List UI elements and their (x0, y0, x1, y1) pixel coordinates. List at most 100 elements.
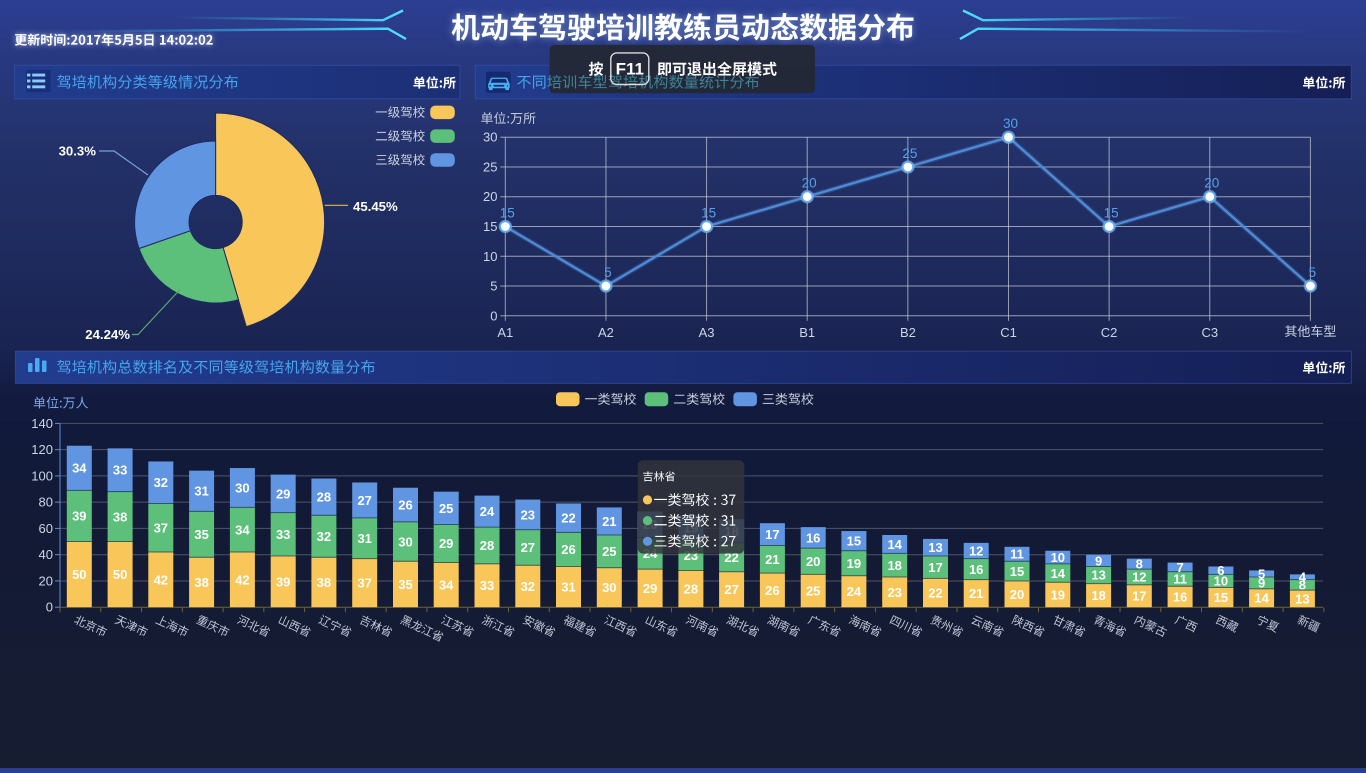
svg-text:29: 29 (643, 581, 657, 596)
svg-text:4: 4 (1299, 570, 1307, 585)
svg-text:38: 38 (194, 575, 208, 590)
svg-text:100: 100 (31, 468, 53, 483)
svg-text:35: 35 (194, 527, 208, 542)
svg-text:22: 22 (724, 550, 738, 565)
svg-text:C3: C3 (1201, 325, 1218, 340)
svg-text:15: 15 (483, 219, 497, 234)
svg-text:14: 14 (1254, 591, 1269, 606)
svg-text:39: 39 (72, 509, 86, 524)
svg-text:14: 14 (1051, 566, 1066, 581)
svg-text:18: 18 (887, 558, 901, 573)
svg-text:24: 24 (847, 584, 862, 599)
svg-text:60: 60 (39, 521, 53, 536)
svg-text:8: 8 (1136, 557, 1143, 572)
svg-text:39: 39 (276, 574, 290, 589)
svg-text:A3: A3 (699, 325, 715, 340)
svg-text:40: 40 (39, 547, 53, 562)
svg-text:19: 19 (1051, 587, 1065, 602)
svg-text:20: 20 (802, 176, 817, 191)
svg-text:37: 37 (357, 576, 371, 591)
svg-text:17: 17 (1132, 589, 1146, 604)
svg-text:30: 30 (1003, 116, 1018, 131)
svg-text:20: 20 (806, 554, 820, 569)
svg-text:21: 21 (969, 586, 983, 601)
svg-text:21: 21 (765, 552, 779, 567)
svg-text:34: 34 (235, 522, 250, 537)
svg-text:20: 20 (483, 189, 497, 204)
svg-text:9: 9 (1095, 553, 1102, 568)
svg-text:13: 13 (1091, 568, 1105, 583)
svg-text:35: 35 (398, 577, 412, 592)
svg-text:25: 25 (806, 584, 820, 599)
svg-text:10: 10 (1214, 574, 1228, 589)
svg-text:26: 26 (561, 542, 575, 557)
svg-text:5: 5 (1258, 566, 1265, 581)
svg-text:50: 50 (72, 567, 86, 582)
svg-text:22: 22 (928, 586, 942, 601)
svg-text:15: 15 (847, 534, 861, 549)
svg-text:5: 5 (490, 279, 497, 294)
svg-text:31: 31 (194, 484, 208, 499)
svg-text:23: 23 (887, 585, 901, 600)
svg-text:33: 33 (480, 578, 494, 593)
svg-text:15: 15 (1214, 590, 1228, 605)
svg-text:16: 16 (969, 562, 983, 577)
svg-text:30: 30 (235, 480, 249, 495)
svg-text:34: 34 (72, 461, 87, 476)
svg-text:30.3%: 30.3% (59, 144, 97, 159)
svg-text:120: 120 (31, 442, 53, 457)
svg-text:18: 18 (1091, 588, 1105, 603)
svg-text:32: 32 (317, 529, 331, 544)
svg-text:8: 8 (1299, 578, 1306, 593)
svg-text:27: 27 (724, 582, 738, 597)
svg-text:27: 27 (521, 540, 535, 555)
svg-text:38: 38 (113, 509, 127, 524)
svg-text:25: 25 (902, 146, 917, 161)
svg-text:5: 5 (1309, 265, 1317, 280)
svg-text:20: 20 (1010, 587, 1024, 602)
svg-text:9: 9 (1258, 576, 1265, 591)
svg-text:12: 12 (1132, 570, 1146, 585)
svg-text:23: 23 (521, 507, 535, 522)
svg-text:27: 27 (357, 493, 371, 508)
svg-text:33: 33 (113, 463, 127, 478)
svg-text:25: 25 (483, 160, 497, 175)
svg-text:25: 25 (602, 544, 616, 559)
svg-text:38: 38 (317, 575, 331, 590)
svg-text:14: 14 (887, 537, 902, 552)
svg-text:10: 10 (1051, 550, 1065, 565)
svg-text:80: 80 (39, 495, 53, 510)
svg-text:0: 0 (490, 308, 497, 323)
svg-text:B2: B2 (900, 325, 916, 340)
svg-text:21: 21 (602, 514, 616, 529)
svg-text:22: 22 (561, 511, 575, 526)
svg-text:30: 30 (398, 534, 412, 549)
svg-text:33: 33 (276, 527, 290, 542)
svg-text:140: 140 (31, 416, 53, 431)
svg-text:C1: C1 (1000, 325, 1017, 340)
svg-text:15: 15 (701, 206, 716, 221)
svg-text:5: 5 (604, 265, 612, 280)
svg-text:26: 26 (398, 498, 412, 513)
svg-text:16: 16 (806, 530, 820, 545)
svg-text:42: 42 (235, 572, 249, 587)
svg-text:0: 0 (46, 600, 53, 615)
svg-text:37: 37 (154, 521, 168, 536)
svg-text:32: 32 (154, 475, 168, 490)
svg-text:15: 15 (1010, 564, 1024, 579)
svg-text:13: 13 (928, 540, 942, 555)
svg-text:7: 7 (1176, 560, 1183, 575)
svg-text:29: 29 (276, 486, 290, 501)
svg-text:25: 25 (439, 501, 453, 516)
svg-text:31: 31 (561, 580, 575, 595)
svg-text:30: 30 (602, 580, 616, 595)
svg-text:13: 13 (1295, 591, 1309, 606)
svg-text:10: 10 (483, 249, 497, 264)
svg-text:6: 6 (1217, 563, 1224, 578)
svg-text:24.24%: 24.24% (85, 327, 130, 342)
svg-text:28: 28 (684, 582, 698, 597)
svg-text:20: 20 (39, 573, 53, 588)
svg-text:30: 30 (483, 130, 497, 145)
svg-text:28: 28 (317, 490, 331, 505)
svg-text:45.45%: 45.45% (353, 199, 398, 214)
